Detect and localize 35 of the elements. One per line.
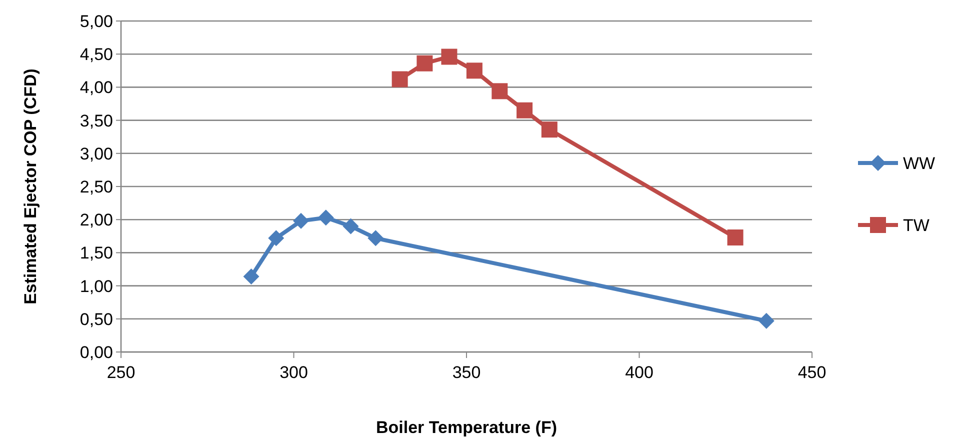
- y-tick-label: 0,50: [80, 310, 113, 329]
- point: [441, 48, 458, 65]
- point: [368, 230, 384, 246]
- y-tick-label: 2,50: [80, 177, 113, 196]
- y-axis-title: Estimated Ejector COP (CFD): [21, 68, 40, 304]
- x-tick-label: 400: [625, 363, 654, 382]
- x-tick-label: 250: [106, 363, 136, 382]
- y-tick-label: 2,00: [80, 210, 113, 230]
- legend-label: WW: [903, 154, 936, 173]
- x-axis-title: Boiler Temperature (F): [376, 418, 558, 437]
- legend-label: TW: [903, 216, 930, 235]
- x-tick-label: 350: [452, 363, 481, 382]
- point: [541, 122, 558, 138]
- point: [268, 230, 284, 246]
- x-tick-label: 300: [280, 363, 308, 382]
- y-tick-label: 3,50: [80, 111, 113, 130]
- point: [516, 102, 533, 118]
- point: [727, 229, 744, 246]
- point: [318, 210, 334, 226]
- point: [392, 71, 408, 88]
- y-tick-label: 0,00: [80, 342, 113, 362]
- point: [466, 62, 482, 79]
- y-tick-label: 1,00: [80, 276, 113, 296]
- point: [243, 268, 260, 285]
- y-tick-label: 4,00: [80, 78, 113, 98]
- point: [342, 218, 359, 234]
- point: [492, 83, 508, 100]
- y-tick-label: 3,00: [80, 144, 113, 164]
- y-tick-label: 4,50: [80, 45, 113, 64]
- y-tick-label: 1,50: [80, 244, 113, 263]
- point: [293, 212, 310, 229]
- x-tick-label: 450: [798, 363, 826, 382]
- point: [416, 55, 433, 72]
- point: [758, 312, 774, 329]
- y-tick-label: 5,00: [80, 12, 113, 31]
